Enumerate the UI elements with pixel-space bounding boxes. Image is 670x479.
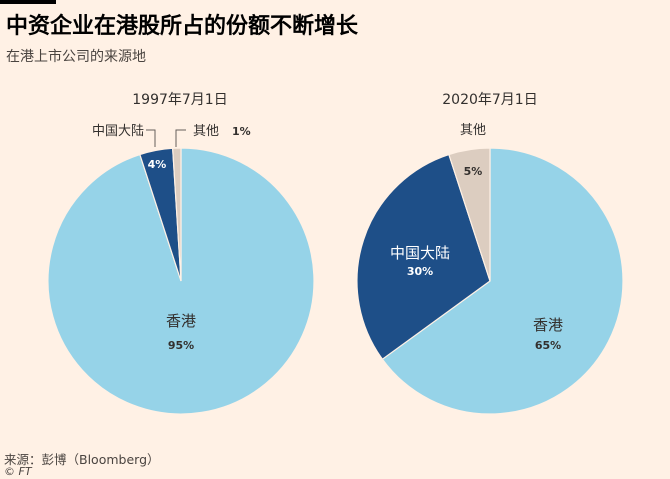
slice-value-other-1997: 1% [232, 125, 251, 138]
ft-credit: © FT [4, 465, 32, 478]
leader-line-mainland-1997 [146, 129, 156, 147]
slice-label-other-1997: 其他 [193, 124, 219, 139]
slice-value-mainland-1997: 4% [148, 158, 167, 171]
pie-title-1997: 1997年7月1日 [132, 92, 227, 108]
pie-title-2020: 2020年7月1日 [442, 92, 537, 108]
chart-title: 中资企业在港股所占的份额不断增长 [6, 14, 359, 39]
slice-label-hongkong-2020: 香港 [533, 316, 563, 334]
slice-label-other-2020: 其他 [460, 123, 486, 138]
slice-hongkong-2020 [381, 147, 624, 415]
slice-label-mainland-1997: 中国大陆 [92, 123, 144, 139]
source-note: 来源：彭博（Bloomberg） [4, 452, 160, 467]
slice-other-1997 [172, 147, 182, 282]
slice-other-2020 [448, 147, 491, 282]
pie-chart-2020: 2020年7月1日 香港 65% 中国大陆 30% 其他 5% [356, 92, 624, 415]
slice-value-mainland-2020: 30% [407, 265, 433, 278]
slice-label-mainland-2020: 中国大陆 [390, 244, 450, 262]
slice-label-hongkong-1997: 香港 [166, 312, 196, 330]
chart-subtitle: 在港上市公司的来源地 [6, 49, 146, 65]
slice-value-hongkong-2020: 65% [535, 339, 561, 352]
leader-line-other-1997 [175, 129, 186, 147]
slice-value-other-2020: 5% [464, 165, 483, 178]
slice-value-hongkong-1997: 95% [168, 339, 194, 352]
slice-mainland-2020 [356, 153, 491, 361]
pie-chart-1997: 1997年7月1日 香港 95% 4% 中国大陆 其他 1% [47, 92, 315, 415]
top-accent-bar [0, 0, 56, 4]
